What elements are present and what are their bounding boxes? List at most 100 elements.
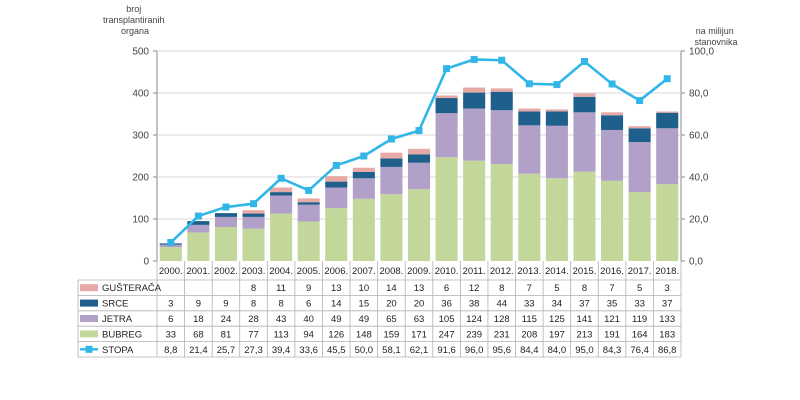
- table-cell: 33: [634, 299, 645, 310]
- bar-bubreg: [435, 157, 458, 261]
- legend-swatch: [80, 330, 98, 338]
- year-label: 2005.: [297, 266, 321, 277]
- table-cell: 5: [554, 283, 559, 294]
- table-cell: 183: [659, 329, 675, 340]
- bar-jetra: [325, 187, 348, 209]
- year-label: 2017.: [628, 266, 652, 277]
- rate-point: [636, 97, 644, 105]
- rate-point: [194, 212, 202, 220]
- bar-srce: [490, 91, 513, 111]
- table-cell: 91,6: [437, 345, 456, 356]
- table-cell: 128: [494, 314, 510, 325]
- table-cell: 208: [521, 329, 537, 340]
- bar-bubreg: [545, 178, 568, 261]
- year-label: 2008.: [380, 266, 404, 277]
- table-cell: 141: [577, 314, 593, 325]
- table-cell: 84,4: [520, 345, 539, 356]
- table-cell: 24: [221, 314, 232, 325]
- bar-bubreg: [297, 221, 320, 261]
- table-cell: 65: [386, 314, 397, 325]
- bar-gušterača: [545, 109, 568, 112]
- table-cell: 9: [196, 299, 201, 310]
- table-cell: 33,6: [299, 345, 318, 356]
- bar-srce: [214, 213, 237, 217]
- table-cell: 37: [579, 299, 590, 310]
- table-cell: 8: [251, 283, 256, 294]
- table-cell: 13: [414, 283, 425, 294]
- bar-bubreg: [463, 160, 486, 261]
- bar-gušterača: [601, 112, 624, 116]
- rate-point: [250, 200, 258, 208]
- table-cell: 58,1: [382, 345, 401, 356]
- table-cell: 239: [466, 329, 482, 340]
- left-tick-label: 300: [132, 131, 149, 142]
- bar-srce: [242, 213, 265, 217]
- table-cell: 126: [328, 329, 344, 340]
- year-label: 2001.: [186, 266, 210, 277]
- bar-gušterača: [352, 167, 375, 172]
- left-tick-label: 500: [132, 47, 149, 58]
- bar-gušterača: [242, 210, 265, 214]
- table-cell: 10: [359, 283, 370, 294]
- right-tick-label: 40,0: [689, 173, 709, 184]
- bar-bubreg: [573, 171, 596, 261]
- rate-point: [608, 80, 616, 88]
- table-cell: 159: [383, 329, 399, 340]
- bar-bubreg: [380, 194, 403, 261]
- row-label: GUŠTERAČA: [102, 283, 162, 294]
- table-cell: 36: [441, 299, 452, 310]
- table-cell: 20: [386, 299, 397, 310]
- bar-bubreg: [490, 163, 513, 261]
- table-cell: 113: [274, 329, 289, 340]
- year-label: 2011.: [463, 266, 486, 277]
- bar-bubreg: [628, 192, 651, 261]
- table-cell: 49: [331, 314, 342, 325]
- table-cell: 35: [607, 299, 618, 310]
- table-cell: 33: [166, 329, 177, 340]
- right-tick-label: 100,0: [689, 47, 714, 58]
- rate-point: [498, 56, 506, 64]
- bar-bubreg: [518, 173, 541, 261]
- legend-swatch: [80, 299, 98, 307]
- table-cell: 7: [527, 283, 532, 294]
- right-axis-title: na milijun stanovnika: [694, 26, 737, 47]
- table-cell: 12: [469, 283, 480, 294]
- table-cell: 213: [577, 329, 593, 340]
- right-tick-label: 60,0: [689, 131, 709, 142]
- year-label: 2012.: [490, 266, 514, 277]
- bars: [159, 87, 679, 261]
- bar-srce: [518, 111, 541, 126]
- left-axis-title: broj transplantiranih organa: [103, 4, 167, 36]
- left-tick-label: 100: [132, 215, 149, 226]
- table-cell: 3: [168, 299, 173, 310]
- bar-jetra: [297, 204, 320, 222]
- right-tick-label: 0,0: [689, 257, 703, 268]
- table-cell: 28: [248, 314, 259, 325]
- table-cell: 50,0: [355, 345, 374, 356]
- table-cell: 13: [331, 283, 342, 294]
- bar-srce: [601, 115, 624, 130]
- table-cell: 8: [278, 299, 283, 310]
- year-label: 2007.: [352, 266, 376, 277]
- bar-srce: [270, 192, 293, 196]
- table-cell: 121: [604, 314, 620, 325]
- rate-point: [525, 80, 533, 88]
- year-label: 2004.: [269, 266, 293, 277]
- bar-bubreg: [159, 247, 182, 261]
- rate-point: [167, 239, 175, 247]
- rate-point: [443, 65, 451, 73]
- bar-bubreg: [656, 184, 679, 261]
- bar-jetra: [490, 110, 513, 164]
- bar-bubreg: [242, 228, 265, 261]
- bar-jetra: [518, 125, 541, 174]
- right-axis: 0,0 20,0 40,0 60,0 80,0 100,0: [681, 47, 714, 268]
- bar-bubreg: [407, 189, 431, 261]
- bar-gušterača: [463, 87, 486, 93]
- bar-jetra: [435, 113, 458, 158]
- rate-point: [305, 186, 313, 194]
- table-cell: 68: [193, 329, 204, 340]
- table-cell: 25,7: [217, 345, 236, 356]
- bar-gušterača: [407, 148, 431, 155]
- bar-srce: [352, 171, 375, 179]
- table-cell: 3: [665, 283, 670, 294]
